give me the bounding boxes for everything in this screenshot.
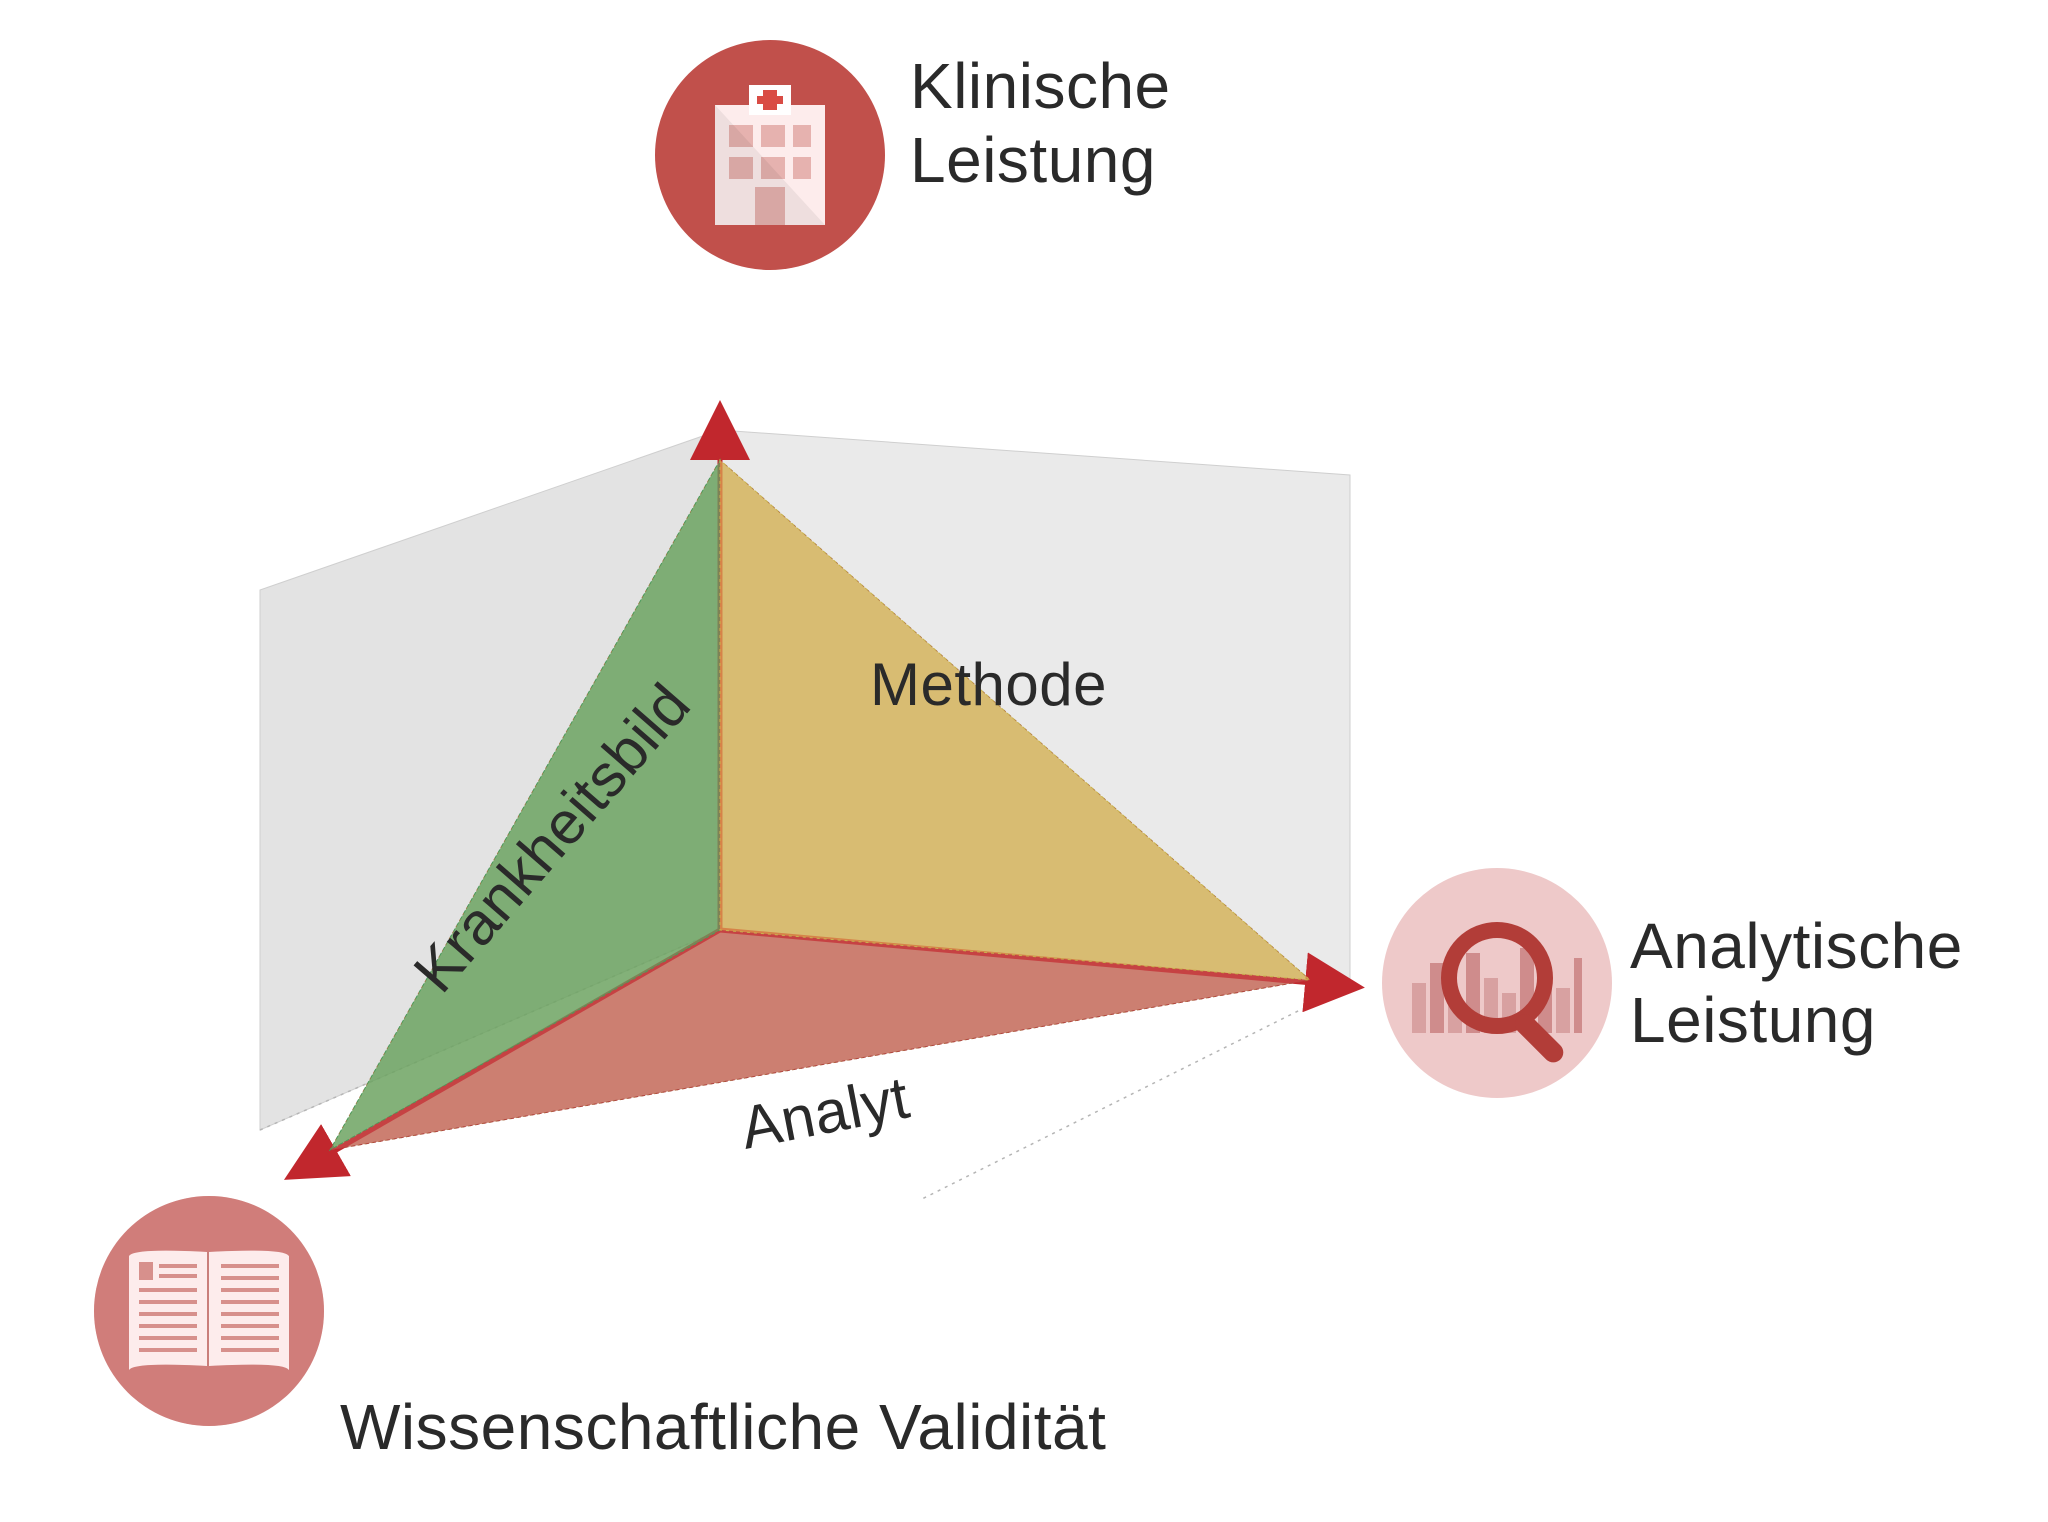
label-klinische: Klinische Leistung [910, 50, 1171, 197]
book-icon [94, 1196, 324, 1426]
label-methode: Methode [870, 650, 1107, 719]
magnifier-icon [1382, 868, 1612, 1098]
label-wissenschaft: Wissenschaftliche Validität [340, 1390, 1106, 1464]
diagram-svg [0, 0, 2048, 1522]
hospital-icon [655, 40, 885, 270]
label-analytische: Analytische Leistung [1630, 910, 1963, 1057]
